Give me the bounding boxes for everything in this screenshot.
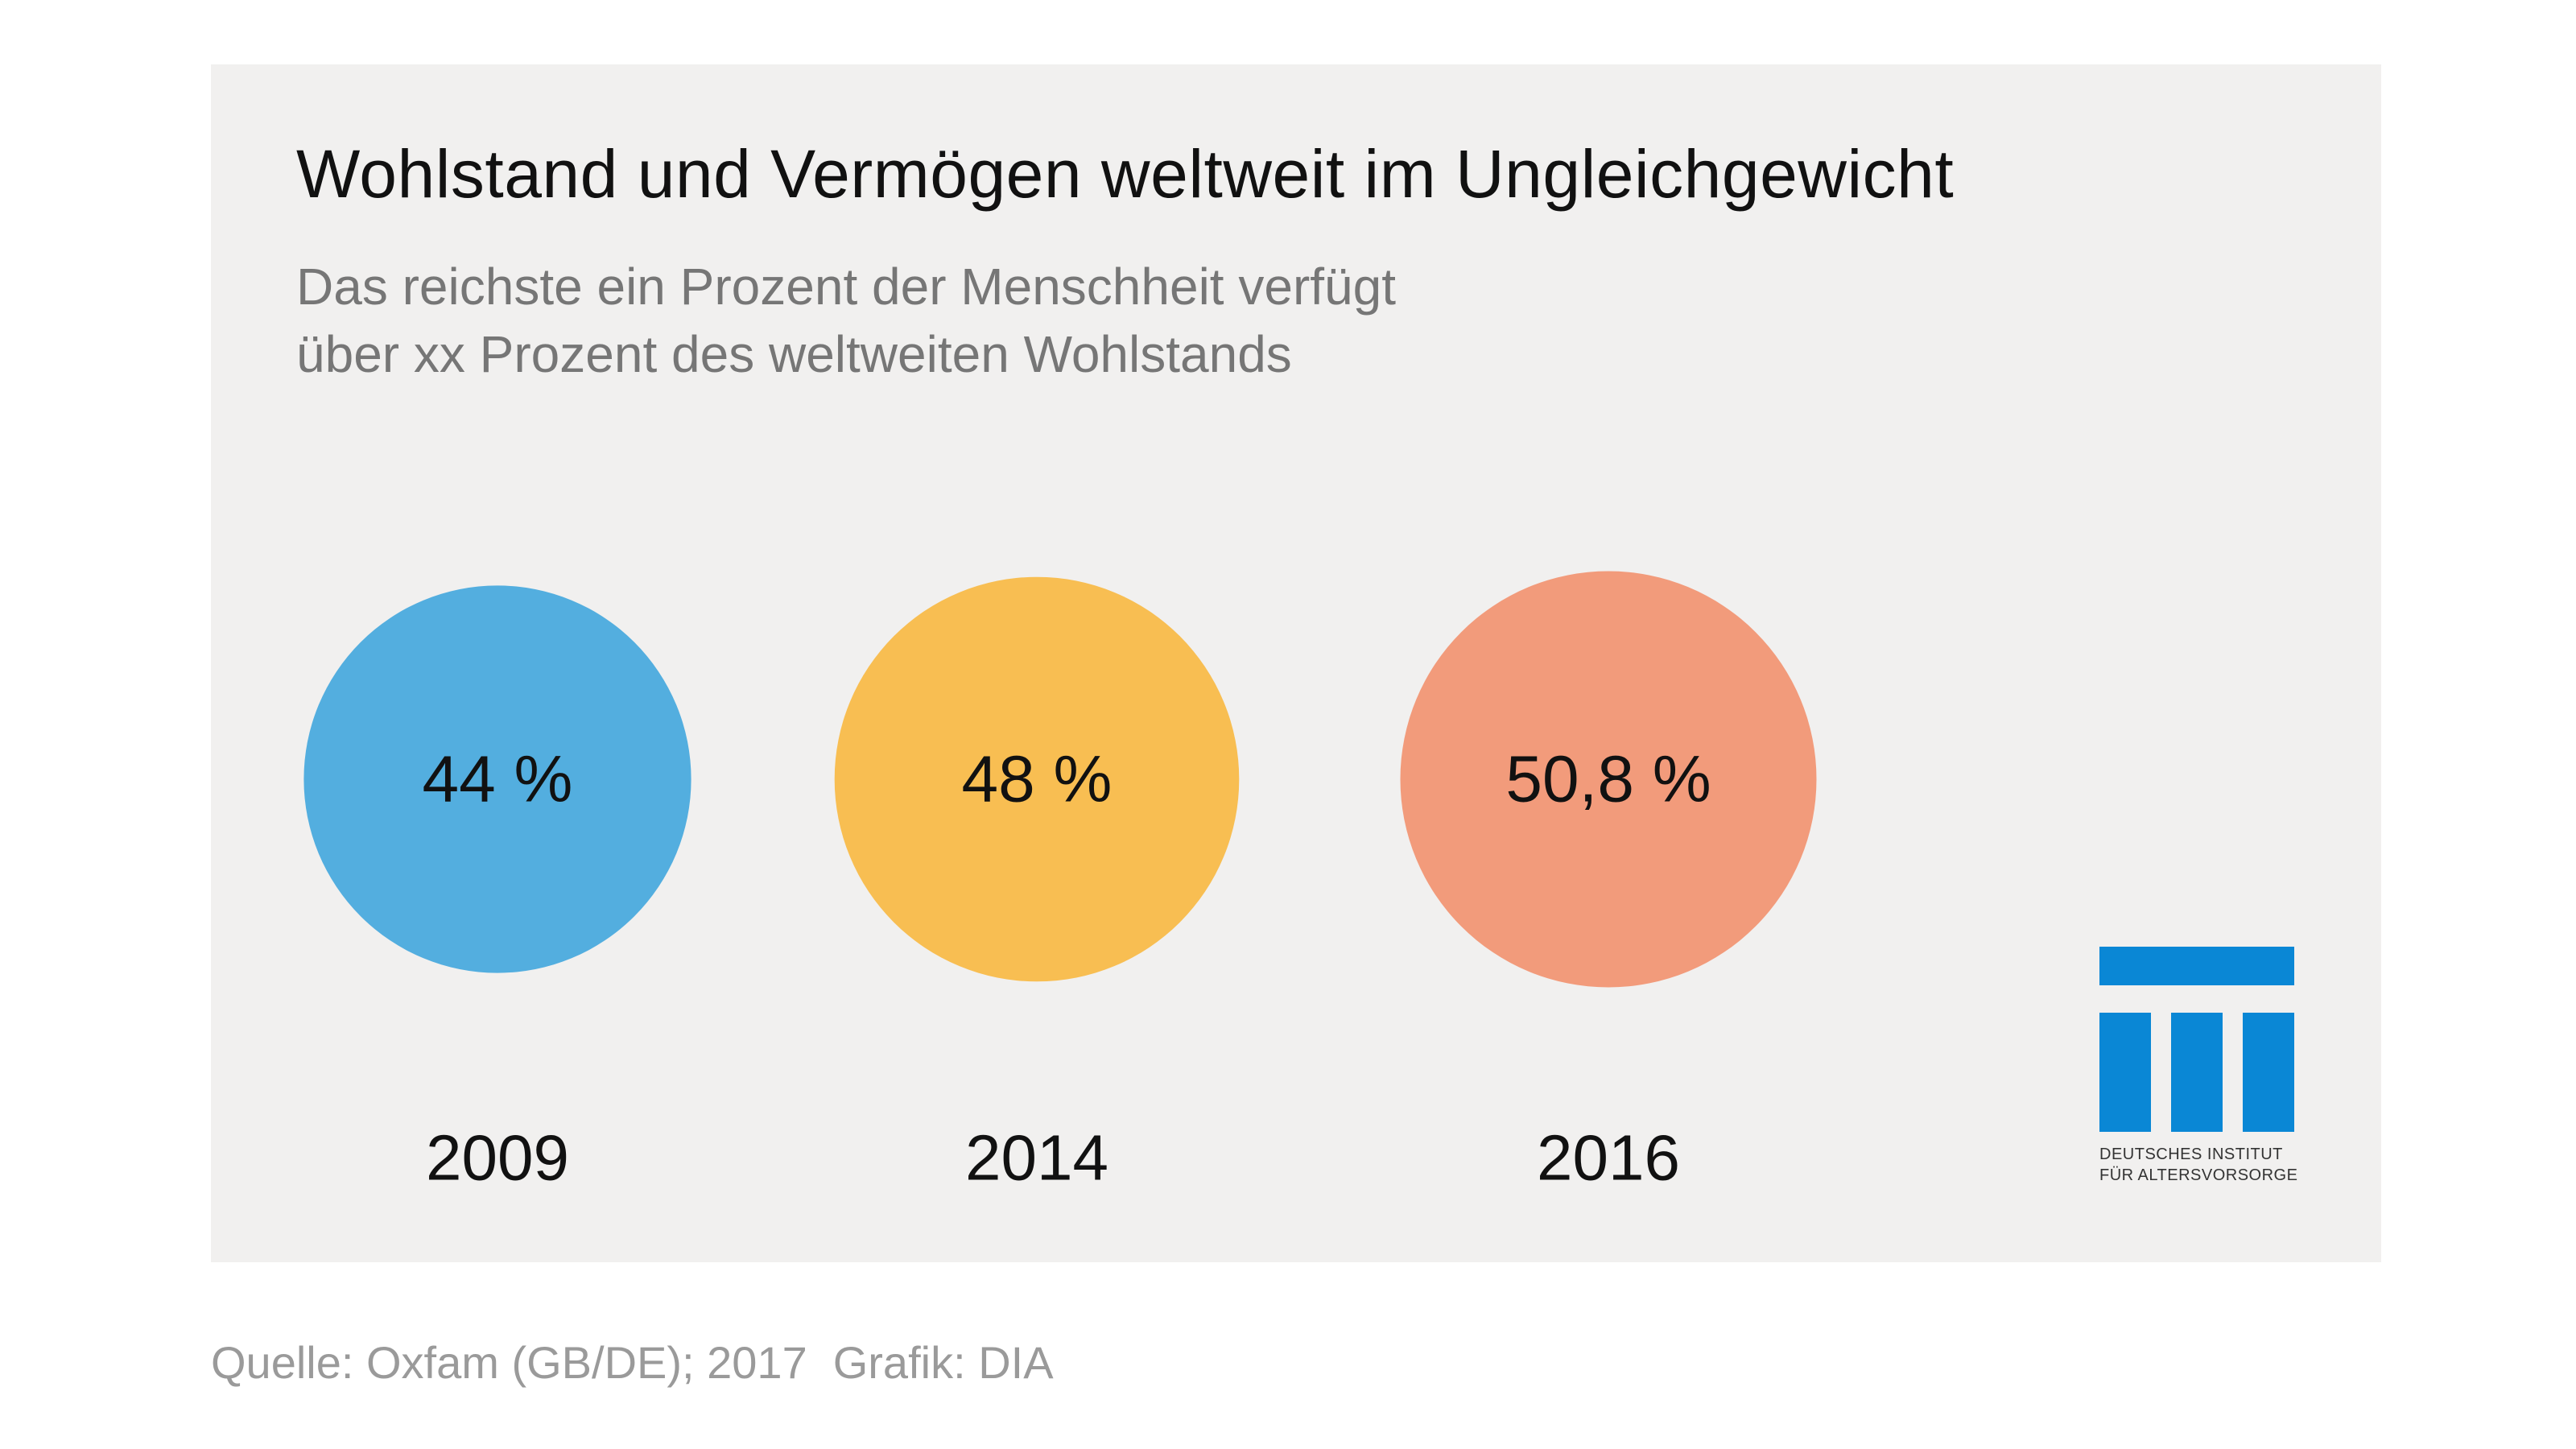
logo-text-line-2: FÜR ALTERSVORSORGE xyxy=(2099,1166,2298,1184)
bubble-2009 xyxy=(303,585,691,973)
chart-subtitle: Das reichste ein Prozent der Menschheit … xyxy=(296,253,1396,388)
credit-text: Grafik: DIA xyxy=(832,1337,1054,1388)
value-label-2016: 50,8 % xyxy=(1505,743,1711,816)
logo-text-line-1: DEUTSCHES INSTITUT xyxy=(2099,1146,2283,1163)
subtitle-line-1: Das reichste ein Prozent der Menschheit … xyxy=(296,258,1396,316)
value-label-2009: 44 % xyxy=(423,743,573,816)
dia-logo-icon xyxy=(2099,947,2294,1132)
source-text: Quelle: Oxfam (GB/DE); 2017 xyxy=(211,1337,807,1388)
category-label-2014: 2014 xyxy=(965,1122,1108,1194)
bubble-2016 xyxy=(1400,571,1817,988)
dia-logo: DEUTSCHES INSTITUT FÜR ALTERSVORSORGE xyxy=(2099,947,2298,1186)
category-label-2009: 2009 xyxy=(426,1122,569,1194)
bubble-2014 xyxy=(834,576,1240,982)
logo-text: DEUTSCHES INSTITUT FÜR ALTERSVORSORGE xyxy=(2099,1144,2298,1186)
value-label-2014: 48 % xyxy=(962,743,1113,816)
source-note: Quelle: Oxfam (GB/DE); 2017 Grafik: DIA xyxy=(211,1336,1080,1389)
subtitle-line-2: über xx Prozent des weltweiten Wohlstand… xyxy=(296,325,1292,383)
logo-bar-top xyxy=(2099,947,2294,985)
category-label-2016: 2016 xyxy=(1537,1122,1680,1194)
logo-pillar-2 xyxy=(2171,1013,2223,1132)
logo-pillar-3 xyxy=(2243,1013,2294,1132)
logo-pillar-1 xyxy=(2099,1013,2151,1132)
chart-title: Wohlstand und Vermögen weltweit im Ungle… xyxy=(296,136,1955,212)
